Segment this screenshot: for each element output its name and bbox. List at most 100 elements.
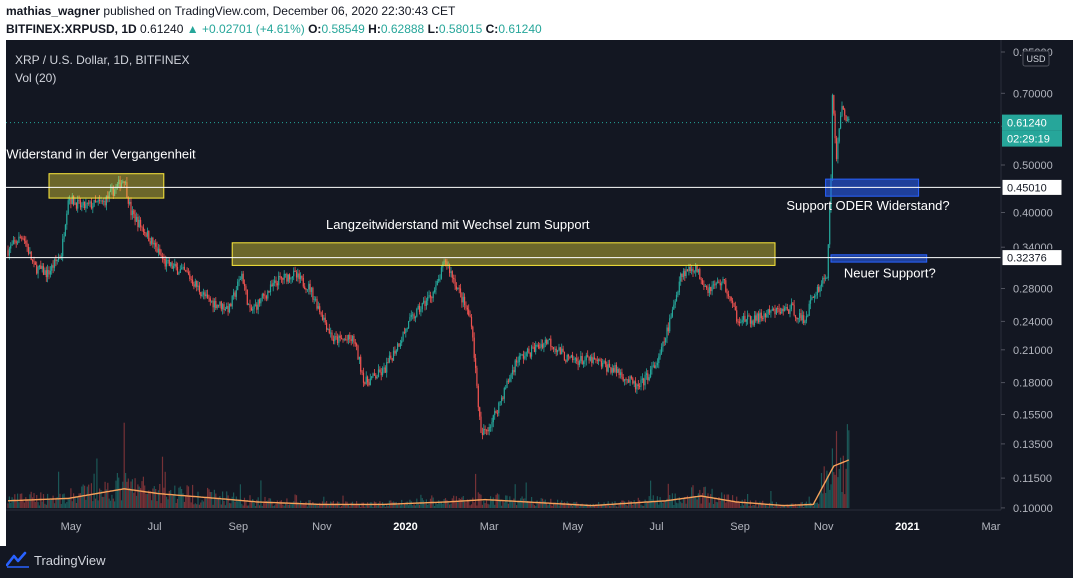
candle-body xyxy=(298,273,300,280)
volume-bar xyxy=(599,504,601,508)
volume-bar xyxy=(707,493,709,508)
volume-bar xyxy=(551,505,553,508)
candle-body xyxy=(22,237,24,239)
candle-body xyxy=(509,377,511,382)
volume-bar xyxy=(654,501,656,508)
candle-body xyxy=(342,339,344,341)
candle-body xyxy=(253,305,255,310)
candle-body xyxy=(654,365,656,368)
candle-body xyxy=(535,345,537,352)
candle-body xyxy=(477,385,479,408)
volume-bar xyxy=(846,424,848,508)
candle-body xyxy=(155,242,157,247)
volume-bar xyxy=(120,500,123,508)
candle-body xyxy=(410,314,412,318)
volume-bar xyxy=(812,506,814,508)
candle-body xyxy=(234,292,236,297)
candle-body xyxy=(365,376,367,384)
chart-area[interactable]: Widerstand in der Vergangenheit Langzeitw… xyxy=(6,40,1073,546)
candle-body xyxy=(730,297,732,301)
candle-body xyxy=(233,292,235,296)
candle-body xyxy=(819,286,821,292)
bar-countdown-label-box xyxy=(1002,130,1062,147)
candle-body xyxy=(752,320,754,326)
candle-body xyxy=(239,279,241,280)
volume-bar xyxy=(242,505,244,508)
candle-body xyxy=(494,411,496,416)
volume-bar xyxy=(640,504,642,508)
volume-bar xyxy=(779,506,782,508)
volume-bar xyxy=(459,499,462,508)
candle-body xyxy=(170,262,172,266)
volume-bar xyxy=(580,504,582,508)
candle-body xyxy=(182,266,184,269)
candle-body xyxy=(343,339,345,341)
volume-bar xyxy=(537,503,540,508)
volume-bar xyxy=(819,492,821,508)
volume-bar xyxy=(752,504,754,508)
tradingview-logo[interactable]: TradingView xyxy=(6,551,106,569)
candle-body xyxy=(409,317,411,322)
candle-body xyxy=(717,281,719,283)
candle-body xyxy=(36,264,38,274)
candle-body xyxy=(321,314,324,320)
candle-body xyxy=(773,309,775,310)
volume-bar xyxy=(507,503,509,508)
volume-bar xyxy=(392,501,395,508)
candle-body xyxy=(196,281,198,287)
candle-body xyxy=(338,335,340,344)
volume-bar xyxy=(461,497,463,508)
volume-bar xyxy=(825,493,827,508)
volume-bar xyxy=(729,499,731,508)
candle-body xyxy=(526,348,529,353)
candle-body xyxy=(525,352,527,357)
candle-body xyxy=(125,182,127,183)
volume-bar xyxy=(440,501,442,508)
candle-body xyxy=(67,200,69,214)
candle-body xyxy=(636,384,638,390)
candle-body xyxy=(742,315,745,321)
volume-bar xyxy=(799,504,801,508)
candle-body xyxy=(336,336,339,344)
volume-bar xyxy=(56,497,58,508)
volume-bar xyxy=(315,504,317,508)
candle-body xyxy=(64,224,66,237)
candle-body xyxy=(573,359,575,361)
volume-bar xyxy=(708,502,710,508)
volume-bar xyxy=(423,500,425,508)
volume-bar xyxy=(160,503,162,508)
volume-bar xyxy=(48,499,50,508)
candle-body xyxy=(175,263,177,268)
volume-bar xyxy=(685,503,687,508)
candle-body xyxy=(228,303,231,313)
currency-badge[interactable] xyxy=(1022,50,1050,67)
volume-bar xyxy=(399,505,401,508)
time-axis[interactable]: May Jul Sep Nov 2020 Mar May Jul Sep Nov 2021 Mar xyxy=(61,521,1001,533)
hline-price-label-box xyxy=(1001,249,1063,267)
volume-bar xyxy=(794,503,797,508)
volume-bar xyxy=(287,504,289,508)
volume-bar xyxy=(406,501,408,508)
candle-body xyxy=(15,241,17,244)
candle-body xyxy=(736,310,738,322)
volume-bar xyxy=(602,504,604,508)
volume-bar xyxy=(51,498,53,508)
volume-bar xyxy=(37,502,39,508)
volume-bar xyxy=(559,502,561,508)
author-name[interactable]: mathias_wagner xyxy=(6,4,101,18)
volume-bar xyxy=(659,497,661,508)
price-chart[interactable]: Widerstand in der Vergangenheit Langzeitw… xyxy=(6,40,1073,546)
candle-body xyxy=(10,245,12,249)
volume-bar xyxy=(176,498,179,508)
candle-body xyxy=(662,341,664,347)
volume-bar xyxy=(837,477,839,508)
candle-body xyxy=(178,272,180,275)
annotation-text: Langzeitwiderstand mit Wechsel zum Suppo… xyxy=(326,217,590,232)
candle-body xyxy=(501,397,503,402)
candle-body xyxy=(119,179,121,188)
volume-bar xyxy=(334,505,336,508)
volume-bar xyxy=(768,503,771,508)
volume-bar xyxy=(18,502,20,508)
candle-body xyxy=(148,231,150,242)
volume-bar xyxy=(626,505,628,508)
